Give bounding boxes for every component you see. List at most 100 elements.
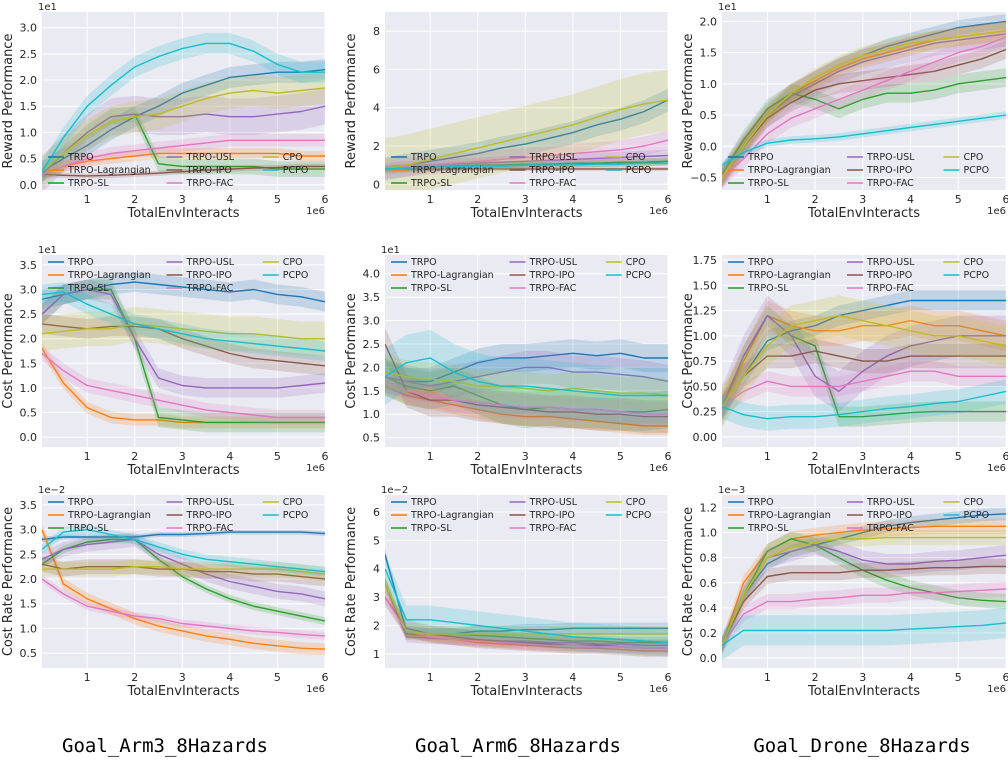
band-trpo bbox=[722, 290, 1006, 417]
line-trpo bbox=[385, 99, 668, 170]
series-group bbox=[722, 13, 1006, 190]
y-tick-label: 0.0 bbox=[20, 431, 38, 444]
legend-label-pcpo: PCPO bbox=[626, 510, 652, 521]
series-group bbox=[42, 523, 325, 656]
band-cpo bbox=[42, 72, 325, 188]
line-trpo-ipo bbox=[722, 565, 1006, 646]
legend-label-trpo-lagrangian: TRPO-Lagrangian bbox=[747, 510, 831, 521]
x-tick-label: 2 bbox=[131, 671, 138, 684]
x-tick-label: 4 bbox=[569, 671, 576, 684]
y-tick-label: 0.75 bbox=[693, 355, 718, 368]
y-tick-label: 0.2 bbox=[700, 627, 718, 640]
legend-label-trpo: TRPO bbox=[747, 497, 774, 508]
line-trpo-fac bbox=[385, 380, 668, 415]
line-cpo bbox=[42, 87, 325, 173]
y-tick-label: 6 bbox=[373, 63, 380, 76]
x-tick-label: 6 bbox=[322, 193, 329, 206]
line-trpo-sl bbox=[722, 76, 1006, 175]
x-tick-label: 1 bbox=[427, 193, 434, 206]
legend-label-pcpo: PCPO bbox=[283, 165, 309, 176]
legend-label-pcpo: PCPO bbox=[626, 165, 652, 176]
line-trpo-fac bbox=[385, 596, 668, 649]
y-tick-label: 2.5 bbox=[20, 308, 38, 321]
y-tick-label: 3.0 bbox=[363, 315, 381, 328]
band-pcpo bbox=[385, 554, 668, 657]
legend-label-trpo-lagrangian: TRPO-Lagrangian bbox=[747, 165, 831, 176]
line-trpo bbox=[722, 299, 1006, 408]
legend-label-trpo-usl: TRPO-USL bbox=[186, 257, 235, 268]
y-tick-label: −0.5 bbox=[690, 172, 717, 185]
legend-label-trpo-sl: TRPO-SL bbox=[67, 283, 109, 294]
series-group bbox=[385, 69, 668, 190]
y-exponent-label: 1e1 bbox=[718, 2, 737, 13]
band-trpo-fac bbox=[385, 591, 668, 654]
legend-label-trpo-fac: TRPO-FAC bbox=[866, 178, 914, 189]
x-tick-label: 1 bbox=[427, 671, 434, 684]
x-tick-label: 4 bbox=[226, 193, 233, 206]
y-tick-label: 0.4 bbox=[700, 602, 718, 615]
y-tick-label: 5 bbox=[373, 534, 380, 547]
legend-label-trpo-usl: TRPO-USL bbox=[186, 497, 235, 508]
x-tick-label: 1 bbox=[84, 193, 91, 206]
y-tick-label: 0.5 bbox=[20, 153, 38, 166]
line-trpo-fac bbox=[722, 36, 1006, 179]
legend-label-trpo-lagrangian: TRPO-Lagrangian bbox=[410, 510, 494, 521]
x-tick-label: 5 bbox=[274, 671, 281, 684]
y-tick-label: 2.0 bbox=[363, 361, 381, 374]
legend-label-trpo-lagrangian: TRPO-Lagrangian bbox=[410, 270, 494, 281]
y-tick-label: 1.5 bbox=[20, 100, 38, 113]
y-tick-label: 0.00 bbox=[693, 431, 718, 444]
line-trpo-ipo bbox=[385, 343, 668, 418]
legend-label-trpo-fac: TRPO-FAC bbox=[186, 523, 234, 534]
band-trpo-lagrangian bbox=[42, 523, 325, 656]
y-tick-label: 0.0 bbox=[20, 179, 38, 192]
panel-goal_arm6_8hazards-cost: 1 2 3 4 5 6 0.5 1.0 1.5 2.0 2.5 3.0 3.5 4.0 TotalEnvIn… bbox=[344, 245, 672, 478]
band-trpo-ipo bbox=[42, 556, 325, 587]
y-exponent-label: 1e−3 bbox=[718, 485, 745, 496]
x-axis-label: TotalEnvInteracts bbox=[126, 463, 239, 478]
band-trpo-sl bbox=[385, 577, 668, 649]
y-tick-label: 1.75 bbox=[693, 254, 718, 267]
legend-label-trpo-lagrangian: TRPO-Lagrangian bbox=[747, 270, 831, 281]
y-tick-label: 2 bbox=[373, 140, 380, 153]
line-trpo bbox=[385, 352, 668, 383]
y-axis-label: Cost Rate Performance bbox=[1, 507, 16, 656]
x-tick-label: 6 bbox=[1003, 450, 1008, 463]
y-tick-label: 1.0 bbox=[700, 527, 718, 540]
y-tick-label: 1.2 bbox=[700, 502, 718, 515]
line-trpo-sl bbox=[42, 538, 325, 622]
band-cpo bbox=[385, 69, 668, 190]
y-tick-label: 0.0 bbox=[700, 140, 718, 153]
line-trpo-ipo bbox=[42, 165, 325, 177]
legend-label-trpo-sl: TRPO-SL bbox=[410, 178, 452, 189]
y-axis-label: Reward Performance bbox=[344, 34, 359, 169]
y-tick-label: 2.0 bbox=[20, 573, 38, 586]
legend-label-pcpo: PCPO bbox=[283, 510, 309, 521]
y-tick-label: 0.50 bbox=[693, 380, 718, 393]
band-trpo-sl bbox=[42, 535, 325, 625]
x-exponent-label: 1e6 bbox=[306, 684, 325, 695]
legend-label-trpo-sl: TRPO-SL bbox=[747, 523, 789, 534]
line-pcpo bbox=[722, 622, 1006, 646]
panel-goal_drone_8hazards-cost-rate: 1 2 3 4 5 6 0.0 0.2 0.4 0.6 0.8 1.0 1.2 TotalEnvInter… bbox=[681, 485, 1008, 699]
x-tick-label: 3 bbox=[522, 450, 529, 463]
band-trpo-usl bbox=[42, 87, 325, 190]
x-axis-label: TotalEnvInteracts bbox=[807, 206, 920, 221]
legend-label-trpo-lagrangian: TRPO-Lagrangian bbox=[67, 165, 151, 176]
y-exponent-label: 1e1 bbox=[38, 245, 57, 256]
x-tick-label: 4 bbox=[907, 193, 914, 206]
x-tick-label: 6 bbox=[665, 671, 672, 684]
x-tick-label: 3 bbox=[522, 193, 529, 206]
y-tick-label: 1.0 bbox=[700, 78, 718, 91]
y-tick-label: 0.5 bbox=[700, 109, 718, 122]
band-trpo-sl bbox=[42, 106, 325, 183]
x-exponent-label: 1e6 bbox=[987, 463, 1006, 474]
x-tick-label: 2 bbox=[131, 450, 138, 463]
band-pcpo bbox=[385, 160, 668, 172]
y-tick-label: 3.0 bbox=[20, 524, 38, 537]
legend-label-trpo: TRPO bbox=[67, 152, 94, 163]
y-tick-label: 4.0 bbox=[363, 268, 381, 281]
band-trpo-usl bbox=[722, 535, 1006, 656]
legend-label-trpo-usl: TRPO-USL bbox=[866, 152, 915, 163]
legend-label-trpo-ipo: TRPO-IPO bbox=[186, 165, 232, 176]
